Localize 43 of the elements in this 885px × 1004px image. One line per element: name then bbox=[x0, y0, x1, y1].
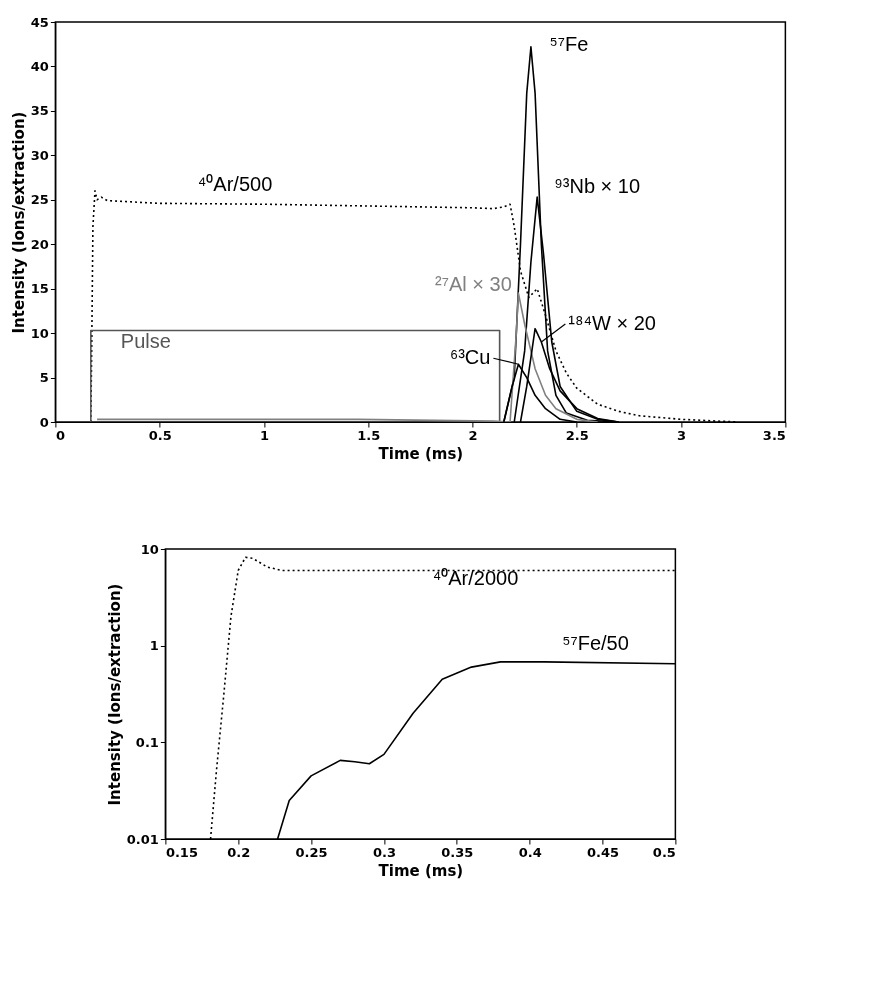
y-tick-label: 1 bbox=[149, 638, 159, 654]
x-tick-label: 0.2 bbox=[227, 844, 251, 860]
series-label: ⁶³Cu bbox=[449, 346, 491, 369]
series-label: ⁹³Nb × 10 bbox=[554, 175, 641, 198]
x-tick-label: 2 bbox=[468, 427, 478, 443]
series-label: ⁴⁰Ar/2000 bbox=[432, 567, 519, 590]
y-tick-label: 40 bbox=[30, 58, 49, 74]
y-tick-label: 0 bbox=[39, 414, 49, 430]
y-tick-label: 20 bbox=[30, 236, 49, 252]
y-tick-label: 35 bbox=[30, 103, 49, 119]
y-axis-title: Intensity (Ions/extraction) bbox=[9, 111, 28, 334]
y-tick-label: 0.01 bbox=[126, 831, 159, 847]
x-tick-label: 0.5 bbox=[148, 427, 172, 443]
series-label: ⁵⁷Fe/50 bbox=[562, 631, 629, 654]
y-tick-label: 30 bbox=[30, 147, 49, 163]
x-tick-label: 3.5 bbox=[762, 427, 786, 443]
x-tick-label: 2.5 bbox=[565, 427, 589, 443]
x-tick-label: 0.25 bbox=[295, 844, 328, 860]
x-tick-label: 0.35 bbox=[441, 844, 474, 860]
x-tick-label: 0.3 bbox=[372, 844, 396, 860]
x-tick-label: 1 bbox=[259, 427, 269, 443]
y-tick-label: 0.1 bbox=[135, 734, 159, 750]
x-axis-title: Time (ms) bbox=[378, 861, 464, 880]
x-tick-label: 0.15 bbox=[165, 844, 198, 860]
y-tick-label: 15 bbox=[30, 281, 49, 297]
x-tick-label: 0 bbox=[55, 427, 65, 443]
series-label: Pulse bbox=[120, 330, 171, 353]
x-axis-title: Time (ms) bbox=[378, 444, 464, 463]
x-tick-label: 0.45 bbox=[586, 844, 620, 860]
y-tick-label: 10 bbox=[140, 541, 159, 557]
y-tick-label: 25 bbox=[30, 192, 49, 208]
y-tick-label: 10 bbox=[30, 325, 49, 341]
y-tick-label: 45 bbox=[30, 14, 49, 30]
x-tick-label: 1.5 bbox=[357, 427, 381, 443]
series-label: ²⁷Al × 30 bbox=[435, 273, 512, 296]
series-label: ⁴⁰Ar/500 bbox=[197, 172, 273, 195]
legend-label: ¹⁸⁴W × 20 bbox=[568, 312, 656, 334]
series-label: ⁵⁷Fe bbox=[549, 32, 589, 55]
x-tick-label: 0.4 bbox=[518, 844, 542, 860]
y-axis-title: Intensity (Ions/extraction) bbox=[105, 583, 124, 806]
x-tick-label: 0.5 bbox=[652, 844, 676, 860]
y-tick-label: 5 bbox=[39, 370, 49, 386]
x-tick-label: 3 bbox=[677, 427, 687, 443]
